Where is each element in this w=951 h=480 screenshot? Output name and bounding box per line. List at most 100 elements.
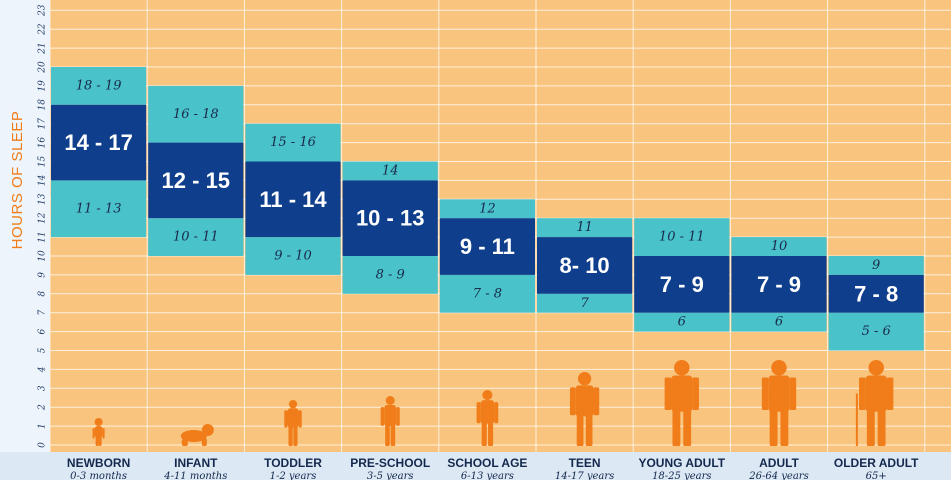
teen-icon <box>569 372 600 446</box>
recommended-label: 7 - 9 <box>660 272 704 297</box>
recommended-label: 8- 10 <box>560 253 610 278</box>
y-tick-label: 18 <box>38 99 48 111</box>
may-be-appropriate-low-label: 9 - 10 <box>274 249 311 264</box>
category-age: 18-25 years <box>652 471 711 480</box>
category-name: TEEN <box>569 456 601 470</box>
may-be-appropriate-high-label: 9 <box>872 258 880 273</box>
category-name: NEWBORN <box>67 456 130 470</box>
category-bar-group: 11 8- 10 7 <box>537 218 633 313</box>
bar-may-be-appropriate-high <box>342 161 438 181</box>
recommended-label: 14 - 17 <box>64 130 133 155</box>
y-tick-label: 13 <box>38 193 48 205</box>
recommended-label: 11 - 14 <box>259 187 327 212</box>
bar-may-be-appropriate-low <box>828 312 924 351</box>
older-adult-cane-icon <box>855 360 894 446</box>
bar-recommended <box>439 218 535 275</box>
category-age: 26-64 years <box>748 471 808 480</box>
bar-may-be-appropriate-low <box>537 293 633 313</box>
may-be-appropriate-high-label: 18 - 19 <box>76 78 122 93</box>
category-bar-group: 18 - 19 14 - 17 11 - 13 <box>51 67 147 238</box>
recommended-label: 10 - 13 <box>356 206 425 231</box>
bar-may-be-appropriate-high <box>439 199 535 219</box>
bar-may-be-appropriate-high <box>634 218 730 256</box>
bar-may-be-appropriate-low <box>731 312 827 332</box>
category-bar-group: 10 7 - 9 6 <box>731 237 827 332</box>
category-age: 6-13 years <box>461 471 514 480</box>
baby-crawling-icon <box>180 424 214 446</box>
recommended-label: 9 - 11 <box>460 234 515 259</box>
category-name: YOUNG ADULT <box>638 456 725 470</box>
young-adult-icon <box>664 360 699 446</box>
y-tick-label: 4 <box>38 366 48 373</box>
may-be-appropriate-high-label: 10 - 11 <box>659 230 705 245</box>
bar-recommended <box>148 142 244 219</box>
category-age: 65+ <box>866 471 887 480</box>
may-be-appropriate-low-label: 8 - 9 <box>376 267 405 282</box>
bar-recommended <box>537 237 633 294</box>
y-tick-label: 23 <box>38 4 48 17</box>
y-tick-label: 12 <box>38 212 48 224</box>
may-be-appropriate-low-label: 6 <box>775 315 783 330</box>
category-age: 0-3 months <box>70 471 127 480</box>
preschooler-icon <box>380 396 400 446</box>
bar-may-be-appropriate-high <box>245 123 341 162</box>
category-age: 14-17 years <box>555 471 614 480</box>
may-be-appropriate-high-label: 11 <box>576 220 593 235</box>
category-name: TODDLER <box>264 456 322 470</box>
bar-may-be-appropriate-high <box>148 85 244 143</box>
may-be-appropriate-low-label: 7 <box>580 296 589 311</box>
category-bar-group: 16 - 18 12 - 15 10 - 11 <box>148 85 244 256</box>
may-be-appropriate-high-label: 10 <box>771 239 788 254</box>
y-tick-label: 7 <box>38 310 48 316</box>
y-tick-label: 2 <box>38 404 48 411</box>
y-tick-label: 0 <box>38 442 48 448</box>
may-be-appropriate-low-label: 11 - 13 <box>76 201 122 216</box>
bar-may-be-appropriate-low <box>51 180 147 238</box>
adult-woman-icon <box>761 360 797 446</box>
bar-may-be-appropriate-low <box>148 218 244 256</box>
may-be-appropriate-low-label: 6 <box>678 315 686 330</box>
category-name: SCHOOL AGE <box>447 456 527 470</box>
y-tick-label: 16 <box>38 137 48 149</box>
recommended-label: 12 - 15 <box>162 168 231 193</box>
bar-recommended <box>828 274 924 313</box>
category-name: INFANT <box>174 456 218 470</box>
category-age: 3-5 years <box>367 471 414 480</box>
may-be-appropriate-low-label: 7 - 8 <box>473 286 502 301</box>
toddler-icon <box>284 400 302 446</box>
y-tick-label: 3 <box>38 385 48 391</box>
category-name: OLDER ADULT <box>834 456 919 470</box>
baby-standing-icon <box>92 418 105 446</box>
bar-recommended <box>634 256 730 313</box>
y-tick-label: 9 <box>38 272 48 278</box>
may-be-appropriate-low-label: 5 - 6 <box>862 324 891 339</box>
bar-recommended <box>245 161 341 238</box>
y-axis-label: HOURS OF SLEEP <box>9 111 26 250</box>
y-tick-label: 20 <box>38 61 48 74</box>
bars-layer: 18 - 19 14 - 17 11 - 13 16 - 18 12 - 15 10 - … <box>51 67 924 351</box>
y-tick-label: 5 <box>38 347 48 353</box>
bar-may-be-appropriate-low <box>245 237 341 275</box>
y-tick-label: 19 <box>38 80 48 92</box>
y-tick-label: 21 <box>38 42 48 54</box>
y-tick-label: 11 <box>38 231 48 242</box>
y-tick-label: 17 <box>38 118 48 130</box>
y-tick-label: 8 <box>38 291 48 297</box>
category-name: ADULT <box>759 456 799 470</box>
bar-may-be-appropriate-high <box>731 237 827 256</box>
category-bar-group: 10 - 11 7 - 9 6 <box>634 218 730 332</box>
category-bar-group: 14 10 - 13 8 - 9 <box>342 161 438 294</box>
school-child-icon <box>476 390 499 446</box>
category-bar-group: 9 7 - 8 5 - 6 <box>828 256 924 351</box>
bar-may-be-appropriate-low <box>439 274 535 313</box>
recommended-label: 7 - 8 <box>854 281 898 306</box>
y-tick-label: 15 <box>38 156 48 168</box>
category-age: 1-2 years <box>270 471 317 480</box>
bar-recommended <box>731 256 827 313</box>
bar-recommended <box>342 180 438 256</box>
may-be-appropriate-high-label: 14 <box>382 163 399 178</box>
bar-may-be-appropriate-low <box>634 312 730 332</box>
